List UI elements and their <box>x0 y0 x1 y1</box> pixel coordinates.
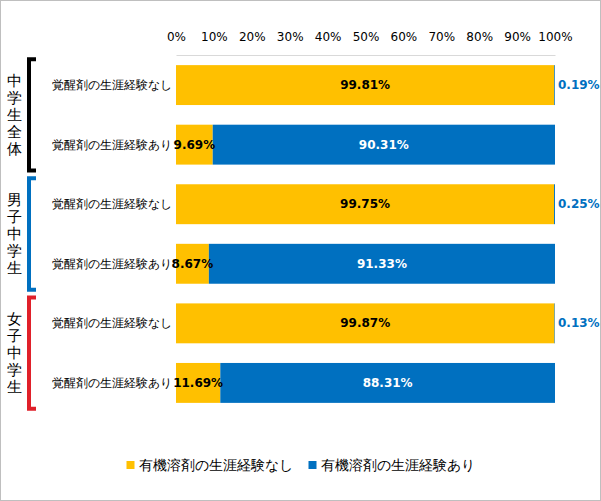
legend-item: 有機溶剤の生涯経験あり <box>309 457 475 473</box>
x-tick-label: 90% <box>504 30 531 44</box>
bar-segment <box>209 244 555 284</box>
data-label: 99.81% <box>340 78 390 92</box>
x-tick: 70% <box>428 30 455 55</box>
data-label: 11.69% <box>173 376 223 390</box>
x-tick-label: 0% <box>167 30 186 44</box>
bar-segment <box>213 125 555 165</box>
bar-segment <box>176 184 554 224</box>
data-label: 9.69% <box>174 138 216 152</box>
category-label: 覚醒剤の生涯経験なし <box>52 78 172 92</box>
legend-label: 有機溶剤の生涯経験なし <box>139 457 293 473</box>
x-axis: 0% 10% 20% 30% 40% 50% 60% 70% 80% 90% 100% <box>167 30 573 56</box>
x-tick-label: 80% <box>466 30 493 44</box>
x-tick: 0% <box>167 30 186 55</box>
data-label: 99.75% <box>340 197 390 211</box>
x-tick-label: 100% <box>538 30 572 44</box>
data-label: 8.67% <box>172 257 214 271</box>
bars <box>176 65 555 403</box>
x-tick: 60% <box>391 30 418 55</box>
data-label: 0.19% <box>558 78 600 92</box>
data-label: 99.87% <box>340 316 390 330</box>
group-label: 女子中学生 <box>7 310 22 396</box>
chart-border <box>1 1 601 501</box>
legend-label: 有機溶剤の生涯経験あり <box>321 457 475 473</box>
x-tick: 90% <box>504 30 531 55</box>
category-label: 覚醒剤の生涯経験あり <box>52 376 172 390</box>
data-label: 91.33% <box>357 257 407 271</box>
x-tick-label: 50% <box>353 30 380 44</box>
data-label: 0.13% <box>558 316 600 330</box>
legend-swatch <box>127 461 135 469</box>
x-tick: 10% <box>201 30 228 55</box>
legend-item: 有機溶剤の生涯経験なし <box>127 457 293 473</box>
bar-segment <box>220 363 555 403</box>
x-tick: 100% <box>538 30 572 55</box>
x-tick: 20% <box>239 30 266 55</box>
category-label: 覚醒剤の生涯経験なし <box>52 197 172 211</box>
x-tick-label: 70% <box>428 30 455 44</box>
x-tick: 80% <box>466 30 493 55</box>
data-labels: 99.81% 0.19% 9.69% 90.31% 99.75% 0.25% 8.67% 91… <box>172 78 600 390</box>
x-tick: 40% <box>315 30 342 55</box>
bar-segment <box>554 184 555 224</box>
group-bracket <box>29 59 36 170</box>
bar-segment <box>176 303 555 343</box>
x-axis-line <box>177 55 556 56</box>
group-bracket <box>29 178 36 289</box>
group-label: 中学生全体 <box>7 72 22 158</box>
x-tick-label: 60% <box>391 30 418 44</box>
group-bracket <box>29 297 36 408</box>
legend-swatch <box>309 461 317 469</box>
bar-segment <box>554 303 555 343</box>
data-label: 88.31% <box>363 376 413 390</box>
x-tick-label: 40% <box>315 30 342 44</box>
group-label: 男子中学生 <box>7 191 22 277</box>
bar-segment <box>554 65 555 105</box>
legend: 有機溶剤の生涯経験なし 有機溶剤の生涯経験あり <box>127 457 475 473</box>
x-tick-label: 30% <box>277 30 304 44</box>
chart: 0% 10% 20% 30% 40% 50% 60% 70% 80% 90% 100% 覚醒剤の生涯経… <box>0 0 601 501</box>
x-tick: 30% <box>277 30 304 55</box>
category-label: 覚醒剤の生涯経験あり <box>52 257 172 271</box>
x-tick: 50% <box>353 30 380 55</box>
data-label: 0.25% <box>558 197 600 211</box>
data-label: 90.31% <box>359 138 409 152</box>
category-label: 覚醒剤の生涯経験なし <box>52 316 172 330</box>
x-tick-label: 10% <box>201 30 228 44</box>
x-tick-label: 20% <box>239 30 266 44</box>
y-axis: 覚醒剤の生涯経験なし覚醒剤の生涯経験あり覚醒剤の生涯経験なし覚醒剤の生涯経験あり… <box>52 78 172 390</box>
bar-segment <box>176 65 554 105</box>
category-label: 覚醒剤の生涯経験あり <box>52 138 172 152</box>
